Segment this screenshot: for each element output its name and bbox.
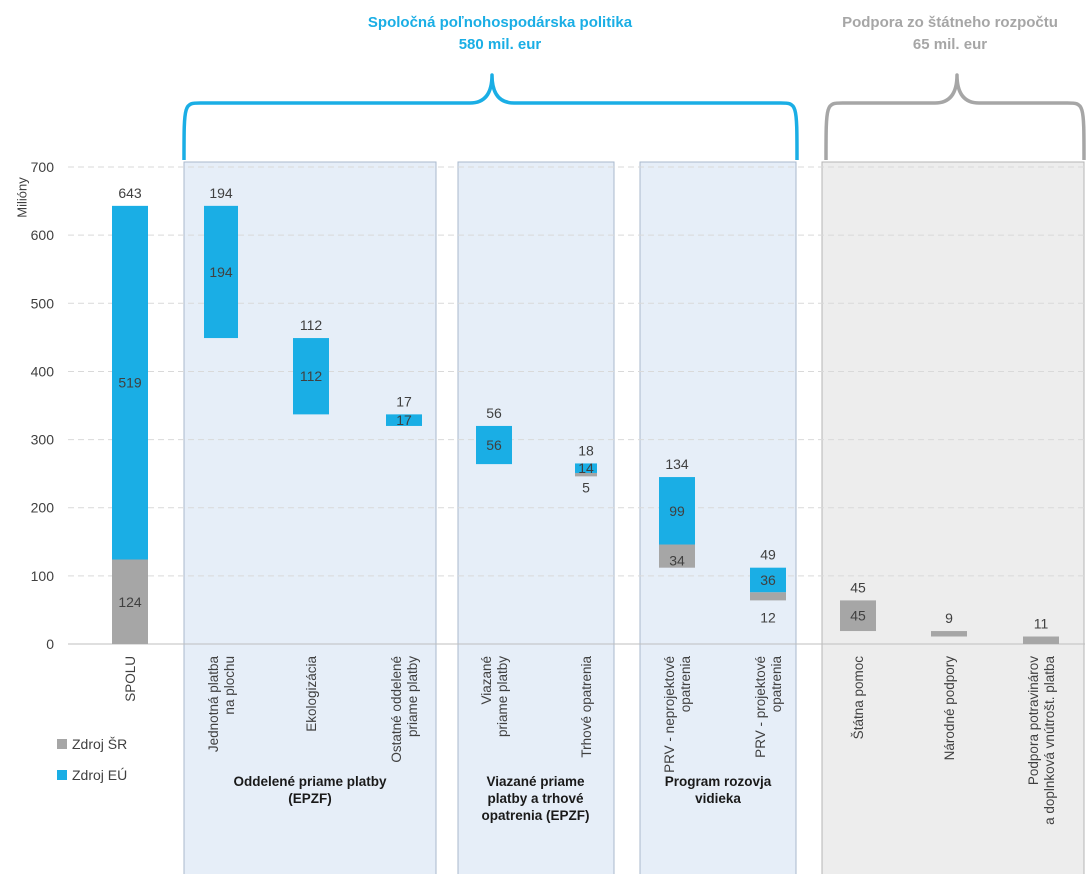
legend-swatch-sr	[57, 739, 67, 749]
bar-segment-eu	[476, 425, 512, 465]
cap-amount: 580 mil. eur	[458, 36, 542, 53]
legend-item-sr: Zdroj ŠR	[57, 736, 127, 752]
category-label: Ostatné oddelené	[389, 656, 404, 763]
panel-coupled-payments	[457, 161, 615, 874]
bar-segment-sr	[112, 559, 148, 644]
panel-state-budget	[821, 161, 1085, 874]
bar-segment-eu	[293, 338, 329, 415]
legend-label-eu: Zdroj EÚ	[72, 767, 128, 783]
category-label: Národné podpory	[942, 656, 957, 761]
bar-segment-eu	[575, 463, 597, 473]
bar-segment-sr	[931, 631, 967, 637]
bar-eu-label: 17	[396, 412, 412, 428]
category-label: a doplnková vnútrošt. platba	[1042, 656, 1057, 825]
legend-swatch-eu	[57, 770, 67, 780]
bar-eu-label: 194	[209, 264, 233, 280]
category-label: PRV - projektové	[753, 656, 768, 758]
category-label: opatrenia	[678, 656, 693, 713]
bar-eu-label: 56	[486, 437, 502, 453]
category-label: Podpora potravinárov	[1026, 656, 1041, 785]
section-label-direct-payments: Oddelené priame platby (EPZF)	[233, 774, 387, 806]
bar-sr-label: 34	[669, 553, 685, 569]
category-label: opatrenia	[769, 656, 784, 713]
bar-segment-eu	[659, 477, 695, 545]
bar-segment-eu	[386, 414, 422, 426]
bar-total-label: 11	[1034, 616, 1049, 632]
bar-total-label: 134	[665, 456, 689, 472]
y-tick-label: 600	[31, 227, 55, 243]
bar-segment-eu	[204, 205, 238, 339]
bar-total-label: 49	[760, 547, 776, 563]
category-label: Trhové opatrenia	[579, 656, 594, 758]
cap-header: Spoločná poľnohospodárska politika 580 m…	[320, 12, 680, 56]
category-label: Štátna pomoc	[851, 656, 866, 740]
bar-total-label: 18	[578, 442, 594, 458]
bar-sr-label: 5	[582, 479, 590, 495]
y-tick-label: 200	[31, 500, 55, 516]
category-label: Jednotná platba	[206, 656, 221, 753]
bar-eu-label: 36	[760, 572, 776, 588]
bar-segment-eu	[750, 567, 786, 593]
state-budget-header: Podpora zo štátneho rozpočtu 65 mil. eur	[800, 12, 1090, 56]
bar-segment-sr	[575, 472, 597, 477]
bar-sr-label: 45	[850, 608, 866, 624]
bar-total-label: 56	[486, 405, 502, 421]
bar-segment-sr	[659, 544, 695, 568]
bar-segment-sr	[840, 600, 876, 632]
bar-total-label: 112	[300, 317, 323, 333]
bar-total-label: 9	[945, 610, 953, 626]
bar-segment-sr	[750, 592, 786, 601]
bar-sr-label: 124	[118, 594, 142, 610]
bar-total-label: 643	[118, 185, 142, 201]
bar-sr-label: 12	[760, 609, 776, 625]
section-label-rural-development: Program rozovja vidieka	[664, 774, 772, 806]
y-tick-label: 0	[46, 636, 54, 652]
category-label: na plochu	[222, 656, 237, 715]
state-title: Podpora zo štátneho rozpočtu	[842, 14, 1058, 31]
bar-segment-eu	[112, 205, 148, 560]
y-tick-label: 300	[31, 432, 55, 448]
y-tick-label: 100	[31, 568, 55, 584]
cap-title: Spoločná poľnohospodárska politika	[367, 14, 633, 31]
section-label-coupled-payments: Viazané priame platby a trhové opatrenia…	[481, 774, 590, 823]
cap-brace	[182, 73, 799, 161]
y-tick-label: 400	[31, 363, 55, 379]
bar-segment-sr	[1023, 636, 1059, 644]
legend-label-sr: Zdroj ŠR	[72, 736, 128, 752]
y-tick-label: 500	[31, 295, 55, 311]
category-label: Viazané	[479, 656, 494, 705]
category-label: priame platby	[405, 656, 420, 737]
category-label: priame platby	[495, 656, 510, 737]
state-brace	[824, 73, 1086, 161]
bar-total-label: 45	[850, 579, 866, 595]
bar-total-label: 17	[396, 393, 412, 409]
state-amount: 65 mil. eur	[912, 36, 988, 53]
bar-eu-label: 112	[300, 368, 323, 384]
category-label: SPOLU	[123, 656, 138, 702]
bar-eu-label: 14	[578, 460, 594, 476]
bar-total-label: 194	[209, 185, 233, 201]
bar-eu-label: 99	[669, 503, 685, 519]
y-axis-label: Milióny	[14, 177, 30, 218]
category-label: Ekologizácia	[304, 656, 319, 732]
category-label: PRV - neprojektové	[662, 656, 677, 773]
y-tick-label: 700	[31, 159, 55, 175]
legend-item-eu: Zdroj EÚ	[57, 767, 127, 783]
bar-eu-label: 519	[118, 375, 142, 391]
